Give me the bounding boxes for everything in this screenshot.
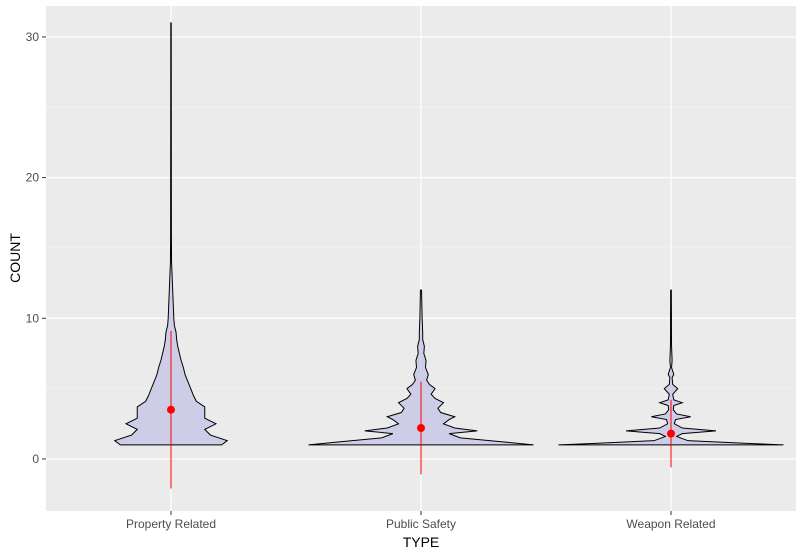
y-tick-label: 20 [26, 171, 40, 185]
y-tick-label: 30 [26, 30, 40, 44]
violin-shape [113, 22, 229, 446]
x-tick-label: Public Safety [386, 517, 456, 531]
x-tick-label: Weapon Related [626, 517, 715, 531]
violins [113, 22, 784, 446]
y-axis-title: COUNT [7, 233, 23, 283]
axes: 0 10 20 30 Property Related Public Safety Weap… [26, 30, 716, 531]
mean-point [667, 429, 675, 438]
x-tick-label: Property Related [126, 517, 216, 531]
violin-shape [558, 289, 784, 446]
x-axis-title: TYPE [403, 534, 440, 550]
mean-point [417, 424, 425, 433]
mean-error-bars [167, 330, 675, 489]
y-tick-label: 10 [26, 311, 40, 325]
y-tick-label: 0 [32, 452, 39, 466]
mean-point [167, 405, 175, 414]
violin-shape [308, 289, 534, 446]
